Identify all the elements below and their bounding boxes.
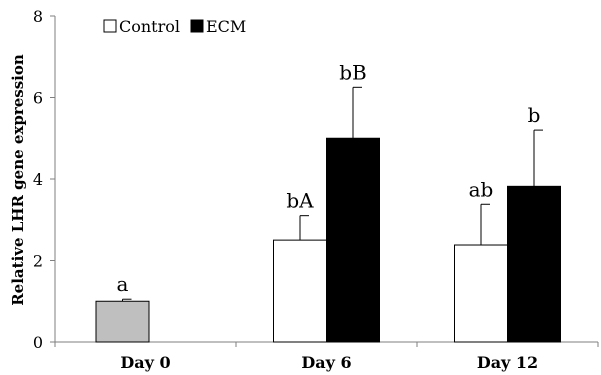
bar bbox=[273, 239, 327, 343]
error-bars bbox=[122, 86, 543, 302]
x-tick-label: Day 12 bbox=[477, 353, 538, 372]
y-tick-label: 8 bbox=[33, 7, 43, 26]
significance-label: bB bbox=[339, 60, 367, 84]
bars bbox=[95, 137, 561, 343]
bar bbox=[95, 300, 150, 343]
y-axis-label: Relative LHR gene expression bbox=[9, 54, 27, 306]
legend: Control ECM bbox=[103, 17, 246, 36]
significance-label: ab bbox=[469, 177, 494, 201]
y-ticks: 0 2 4 6 8 bbox=[33, 7, 55, 352]
y-tick-label: 0 bbox=[33, 333, 43, 352]
y-tick-label: 6 bbox=[33, 89, 43, 108]
y-tick-label: 2 bbox=[33, 252, 43, 271]
significance-labels: a bA bB ab b bbox=[117, 60, 541, 296]
x-tick-label: Day 0 bbox=[120, 353, 170, 372]
bar bbox=[507, 185, 561, 343]
significance-label: bA bbox=[286, 189, 314, 213]
significance-label: b bbox=[528, 103, 541, 127]
bar bbox=[326, 137, 380, 343]
significance-label: a bbox=[117, 272, 129, 296]
legend-swatch bbox=[190, 19, 204, 33]
x-tick-labels: Day 0 Day 6 Day 12 bbox=[120, 353, 538, 372]
x-tick-label: Day 6 bbox=[301, 353, 351, 372]
bar bbox=[454, 244, 508, 343]
legend-swatch bbox=[103, 19, 117, 33]
legend-label: Control bbox=[119, 17, 180, 36]
y-tick-label: 4 bbox=[33, 170, 43, 189]
legend-label: ECM bbox=[206, 17, 246, 36]
